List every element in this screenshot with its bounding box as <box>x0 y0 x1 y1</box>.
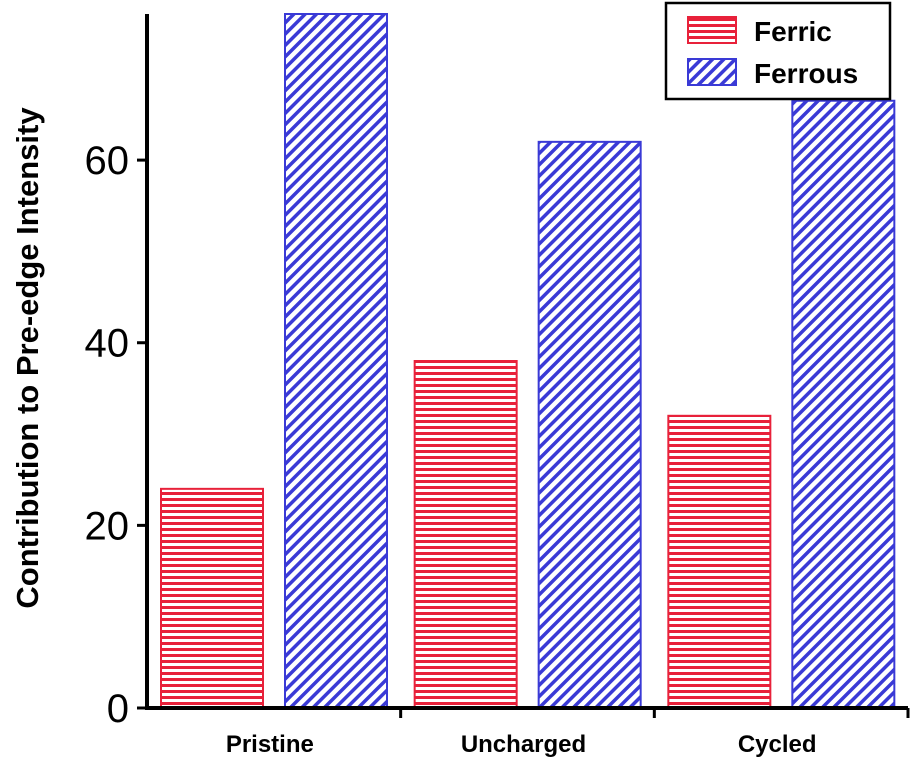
legend-label-ferrous: Ferrous <box>754 58 858 89</box>
y-tick-label: 40 <box>85 322 130 366</box>
legend-swatch-ferric <box>687 16 737 44</box>
bar-ferric-uncharged <box>413 360 518 709</box>
x-ticks-group: Pristine Uncharged Cycled <box>226 708 910 758</box>
y-ticks-group: 0 20 40 60 <box>85 139 147 731</box>
y-tick-label: 60 <box>85 139 130 183</box>
bar-ferrous-pristine <box>284 13 388 709</box>
axes-group <box>145 14 908 710</box>
legend-swatch-ferrous <box>687 58 737 86</box>
bars-group <box>160 13 896 709</box>
x-category-label: Uncharged <box>461 731 586 758</box>
y-tick-label: 20 <box>85 504 130 548</box>
bar-ferric-pristine <box>160 487 264 709</box>
bar-ferrous-cycled <box>791 99 896 709</box>
bar-ferrous-uncharged <box>537 140 642 709</box>
x-category-label: Cycled <box>738 731 817 758</box>
legend: Ferric Ferrous <box>664 1 892 101</box>
x-category-label: Pristine <box>226 731 314 758</box>
bar-ferric-cycled <box>667 414 772 709</box>
y-tick-label: 0 <box>107 687 129 731</box>
legend-label-ferric: Ferric <box>754 16 832 47</box>
y-axis-label: Contribution to Pre-edge Intensity <box>10 107 45 609</box>
